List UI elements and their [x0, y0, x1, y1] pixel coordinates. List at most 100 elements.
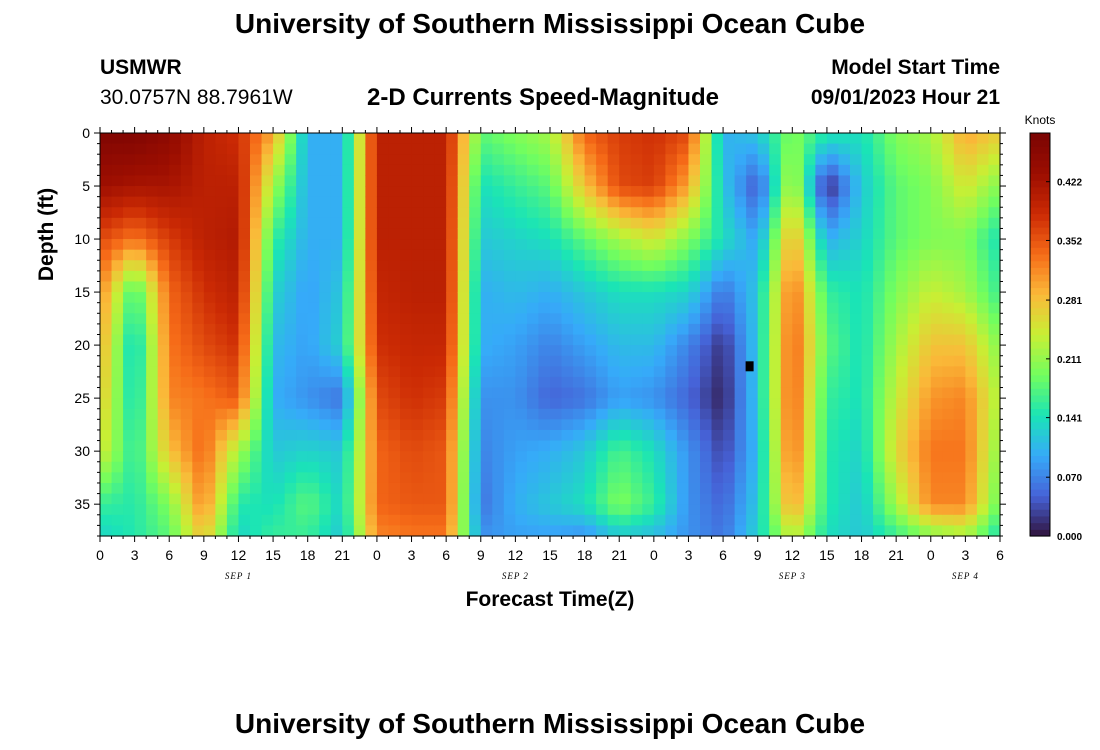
heatmap-cell: [676, 451, 690, 463]
heatmap-cell: [411, 440, 424, 452]
heatmap-cell: [250, 281, 263, 293]
heatmap-cell: [838, 292, 851, 304]
heatmap-cell: [803, 355, 816, 367]
heatmap-cell: [261, 387, 274, 399]
heatmap-cell: [515, 334, 528, 346]
heatmap-cell: [792, 376, 805, 389]
heatmap-cell: [630, 323, 643, 336]
heatmap-cell: [434, 398, 447, 410]
heatmap-cell: [157, 493, 170, 505]
heatmap-cell: [273, 270, 286, 283]
heatmap-cell: [838, 270, 851, 283]
heatmap-cell: [284, 366, 297, 378]
heatmap-cell: [896, 207, 909, 219]
heatmap-cell: [861, 482, 874, 495]
heatmap-cell: [688, 302, 701, 314]
heatmap-cell: [469, 504, 482, 516]
heatmap-cell: [976, 366, 990, 378]
heatmap-cell: [457, 323, 470, 336]
heatmap-cell: [192, 207, 205, 219]
heatmap-cell: [573, 207, 586, 219]
heatmap-cell: [446, 398, 459, 410]
heatmap-cell: [965, 260, 978, 272]
heatmap-cell: [734, 408, 747, 420]
heatmap-cell: [573, 143, 586, 155]
heatmap-cell: [757, 164, 770, 177]
heatmap-cell: [607, 281, 620, 293]
heatmap-cell: [388, 419, 401, 431]
heatmap-cell: [296, 164, 309, 177]
heatmap-cell: [480, 461, 493, 473]
heatmap-cell: [250, 249, 263, 261]
heatmap-cell: [215, 175, 228, 187]
heatmap-cell: [780, 525, 793, 537]
heatmap-cell: [769, 164, 782, 177]
heatmap-cell: [388, 525, 401, 537]
heatmap-cell: [584, 345, 597, 357]
x-tick-label: 15: [265, 547, 281, 563]
heatmap-cell: [307, 355, 320, 367]
heatmap-cell: [538, 313, 551, 325]
heatmap-cell: [330, 154, 343, 166]
heatmap-cell: [596, 334, 609, 346]
heatmap-cell: [676, 366, 690, 378]
heatmap-cell: [423, 207, 436, 219]
heatmap-cell: [953, 355, 966, 367]
heatmap-cell: [134, 323, 147, 336]
y-tick-label: 15: [74, 284, 90, 300]
heatmap-cell: [400, 260, 413, 272]
heatmap-cell: [723, 334, 736, 346]
heatmap-cell: [584, 249, 597, 261]
heatmap-cell: [700, 398, 713, 410]
heatmap-cell: [330, 429, 343, 442]
heatmap-cell: [780, 472, 793, 484]
heatmap-cell: [307, 493, 320, 505]
heatmap-cell: [146, 249, 159, 261]
heatmap-cell: [469, 281, 482, 293]
heatmap-cell: [619, 270, 632, 283]
heatmap-cell: [296, 133, 309, 145]
heatmap-cell: [584, 504, 597, 516]
heatmap-cell: [480, 504, 493, 516]
heatmap-cell: [400, 504, 413, 516]
heatmap-cell: [965, 419, 978, 431]
heatmap-cell: [746, 504, 759, 516]
heatmap-cell: [146, 186, 159, 198]
heatmap-cell: [307, 239, 320, 251]
heatmap-cell: [988, 493, 1001, 505]
heatmap-cell: [146, 419, 159, 431]
heatmap-cell: [307, 376, 320, 389]
heatmap-cell: [988, 387, 1001, 399]
heatmap-cell: [365, 504, 378, 516]
heatmap-cell: [838, 164, 851, 177]
heatmap-cell: [169, 133, 182, 145]
heatmap-cell: [457, 154, 470, 166]
colorbar-segment: [1030, 462, 1050, 470]
heatmap-cell: [503, 196, 516, 208]
heatmap-cell: [388, 217, 401, 230]
heatmap-cell: [169, 408, 182, 420]
heatmap-cell: [492, 366, 505, 378]
heatmap-cell: [100, 313, 113, 325]
heatmap-cell: [676, 196, 690, 208]
heatmap-cell: [238, 239, 251, 251]
heatmap-cell: [100, 217, 113, 230]
heatmap-cell: [665, 133, 678, 145]
heatmap-cell: [134, 270, 147, 283]
heatmap-cell: [896, 345, 909, 357]
heatmap-cell: [561, 281, 574, 293]
heatmap-cell: [688, 366, 701, 378]
heatmap-cell: [446, 366, 459, 378]
heatmap-cell: [919, 260, 932, 272]
heatmap-cell: [873, 207, 886, 219]
heatmap-cell: [850, 345, 863, 357]
heatmap-cell: [538, 482, 551, 495]
heatmap-cell: [250, 196, 263, 208]
heatmap-cell: [665, 398, 678, 410]
heatmap-cell: [469, 196, 482, 208]
colorbar-segment: [1030, 388, 1050, 396]
heatmap-cell: [838, 472, 851, 484]
heatmap-cell: [123, 514, 136, 526]
heatmap-cell: [642, 217, 655, 230]
heatmap-cell: [607, 133, 620, 145]
